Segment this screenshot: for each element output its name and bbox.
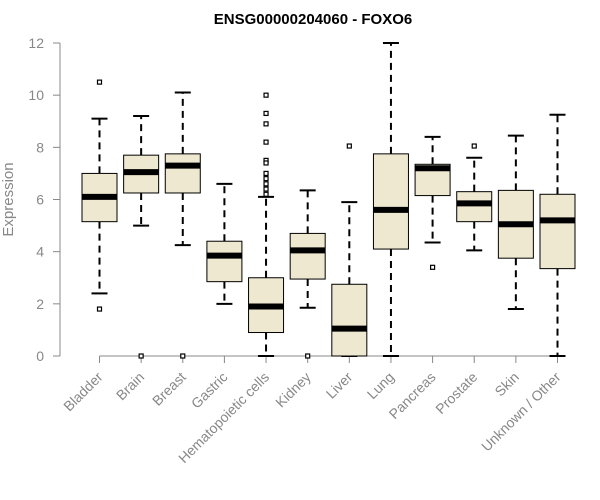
y-tick-label: 2 [36,296,44,312]
outlier-point [180,353,186,359]
box-group [497,134,534,311]
y-axis-label: Expression [0,162,17,236]
outlier-point [429,264,436,270]
x-tick-label: Breast [149,369,189,409]
outlier-point [346,143,352,149]
outlier-point [263,121,269,127]
box-group [206,182,243,305]
x-tick-label: Liver [323,369,356,402]
outlier-point [263,110,269,117]
x-tick-label: Bladder [60,369,106,415]
box-group [414,135,451,270]
box-iqr [206,240,243,283]
y-tick-label: 10 [28,87,44,103]
x-tick-label: Lung [364,369,397,402]
x-tick-label: Skin [491,369,522,400]
boxes [81,42,576,359]
y-tick-label: 4 [36,244,44,260]
outlier-point [263,191,269,197]
box-group [81,79,118,312]
outlier-point [305,353,311,359]
box-group [289,189,326,359]
box-group [164,91,201,359]
outlier-point [263,170,269,177]
outlier-point [263,181,269,187]
box-group [539,113,576,357]
x-tick-label: Kidney [272,369,314,411]
y-tick-label: 8 [36,139,44,155]
y-tick-label: 6 [36,192,44,208]
outlier-point [96,306,103,312]
box-iqr [331,283,368,357]
outlier-point [263,92,269,98]
box-group [372,42,409,357]
box-iqr [539,193,576,270]
chart-title: ENSG00000204060 - FOXO6 [214,11,412,28]
x-tick-label: Unknown / Other [478,369,564,455]
y-tick-label: 12 [28,35,44,51]
outlier-point [138,353,144,359]
outlier-point [96,79,103,85]
y-tick-label: 0 [36,348,44,364]
box-group [248,92,285,357]
box-group [456,143,493,252]
box-iqr [164,153,201,194]
x-tick-label: Prostate [432,369,480,417]
outlier-point [471,143,477,149]
outlier-point [263,176,269,182]
x-tick-label: Brain [113,369,147,403]
box-iqr [372,153,409,250]
box-iqr [456,191,493,223]
outlier-point [263,160,269,166]
outlier-point [263,139,269,145]
box-group [331,143,368,357]
box-group [123,115,160,359]
outlier-point [263,186,269,192]
box-iqr [289,232,326,280]
